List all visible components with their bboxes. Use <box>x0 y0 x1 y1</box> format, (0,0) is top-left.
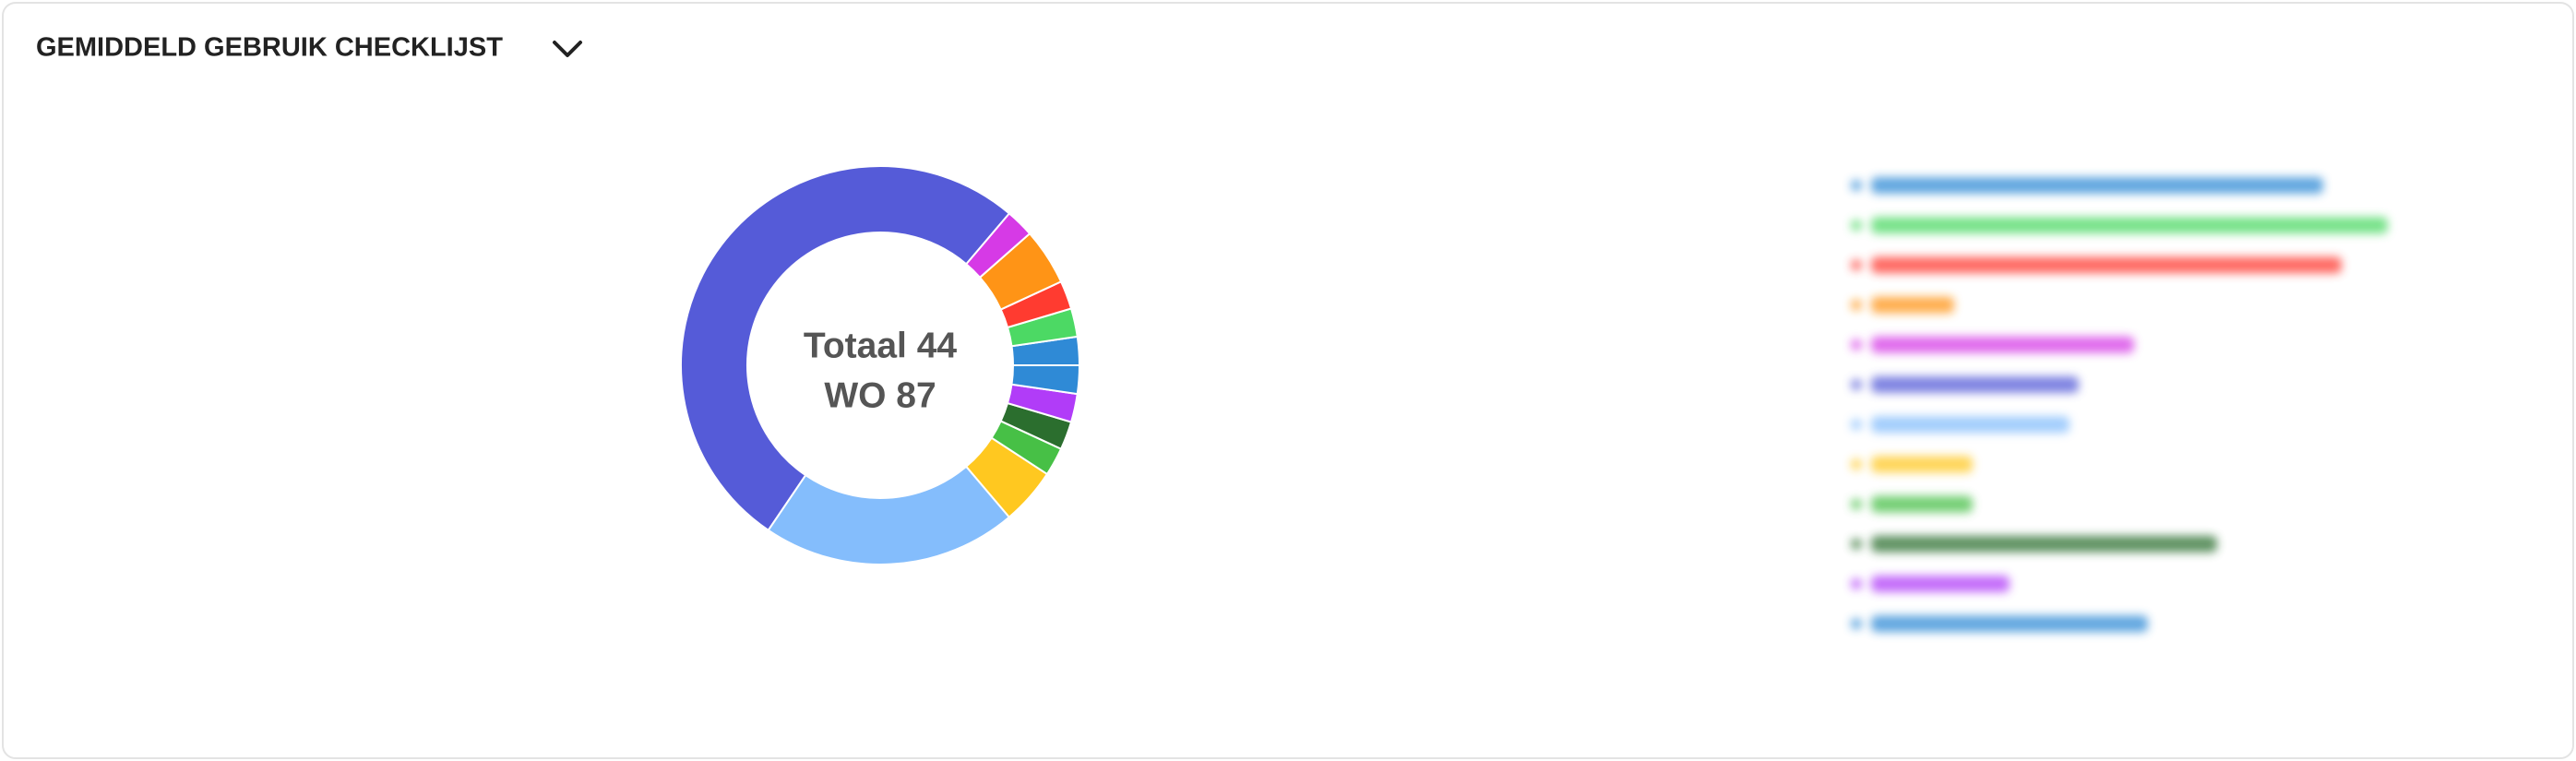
legend-item <box>1871 615 2148 633</box>
legend-marker <box>1851 259 1862 271</box>
center-label: Totaal 44 <box>804 326 957 365</box>
legend-item <box>1871 416 2069 434</box>
legend-item <box>1871 576 2010 592</box>
legend-marker <box>1851 339 1862 351</box>
legend-item <box>1871 456 1973 473</box>
legend-item <box>1871 376 2079 393</box>
legend-marker <box>1851 419 1862 431</box>
legend-item <box>1871 336 2134 353</box>
card-title: GEMIDDELD GEBRUIK CHECKLIJST <box>36 33 503 63</box>
legend-item <box>1871 217 2388 234</box>
legend-item <box>1871 495 1973 513</box>
legend-marker <box>1851 618 1862 630</box>
dropdown-chevron[interactable] <box>553 41 582 57</box>
donut-segment <box>680 165 1011 532</box>
legend-marker <box>1851 299 1862 311</box>
legend-item <box>1871 256 2342 274</box>
legend-marker <box>1851 220 1862 232</box>
legend-marker <box>1851 180 1862 191</box>
legend-item <box>1871 177 2323 194</box>
legend-marker <box>1851 379 1862 390</box>
legend-marker <box>1851 578 1862 589</box>
legend-marker <box>1851 498 1862 510</box>
legend-item <box>1871 535 2217 553</box>
center-label: WO 87 <box>824 375 936 415</box>
donut-segment <box>1010 364 1081 396</box>
legend-marker <box>1851 458 1862 470</box>
donut-chart <box>680 165 1081 565</box>
legend-marker <box>1851 538 1862 550</box>
legend-item <box>1871 296 1954 314</box>
legend <box>1851 177 2388 633</box>
